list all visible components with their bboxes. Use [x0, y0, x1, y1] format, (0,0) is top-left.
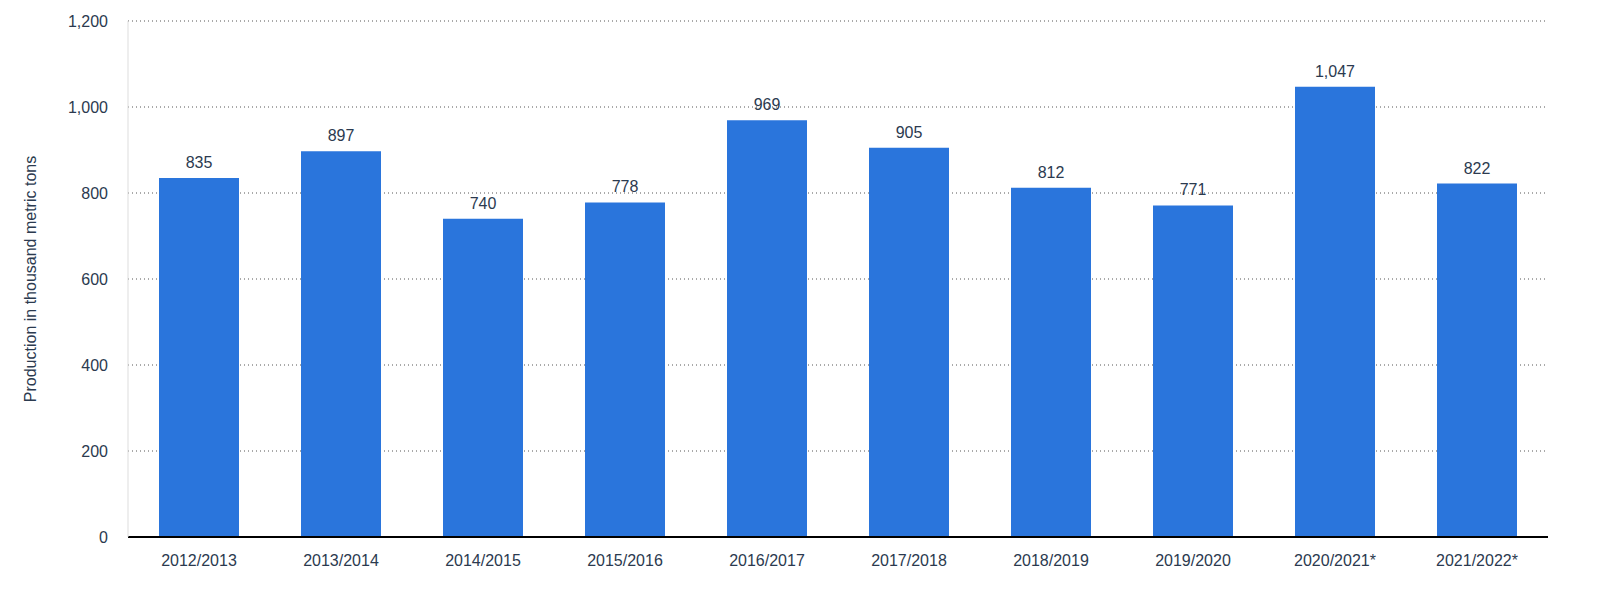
- svg-text:0: 0: [99, 529, 108, 546]
- svg-text:2014/2015: 2014/2015: [445, 552, 521, 569]
- svg-text:2020/2021*: 2020/2021*: [1294, 552, 1376, 569]
- svg-text:822: 822: [1464, 160, 1491, 177]
- svg-text:2016/2017: 2016/2017: [729, 552, 805, 569]
- svg-text:835: 835: [186, 154, 213, 171]
- svg-text:1,047: 1,047: [1315, 63, 1355, 80]
- svg-text:2012/2013: 2012/2013: [161, 552, 237, 569]
- svg-text:2013/2014: 2013/2014: [303, 552, 379, 569]
- svg-text:969: 969: [754, 96, 781, 113]
- svg-text:1,000: 1,000: [68, 99, 108, 116]
- svg-text:2021/2022*: 2021/2022*: [1436, 552, 1518, 569]
- svg-text:Production in thousand metric: Production in thousand metric tons: [22, 156, 39, 402]
- svg-text:740: 740: [470, 195, 497, 212]
- svg-text:400: 400: [81, 357, 108, 374]
- svg-text:600: 600: [81, 271, 108, 288]
- svg-text:905: 905: [896, 124, 923, 141]
- svg-text:897: 897: [328, 127, 355, 144]
- svg-text:1,200: 1,200: [68, 13, 108, 30]
- svg-text:778: 778: [612, 178, 639, 195]
- svg-text:771: 771: [1180, 181, 1207, 198]
- svg-text:2015/2016: 2015/2016: [587, 552, 663, 569]
- svg-text:2017/2018: 2017/2018: [871, 552, 947, 569]
- svg-text:2019/2020: 2019/2020: [1155, 552, 1231, 569]
- svg-text:2018/2019: 2018/2019: [1013, 552, 1089, 569]
- svg-text:200: 200: [81, 443, 108, 460]
- svg-text:812: 812: [1038, 164, 1065, 181]
- svg-text:800: 800: [81, 185, 108, 202]
